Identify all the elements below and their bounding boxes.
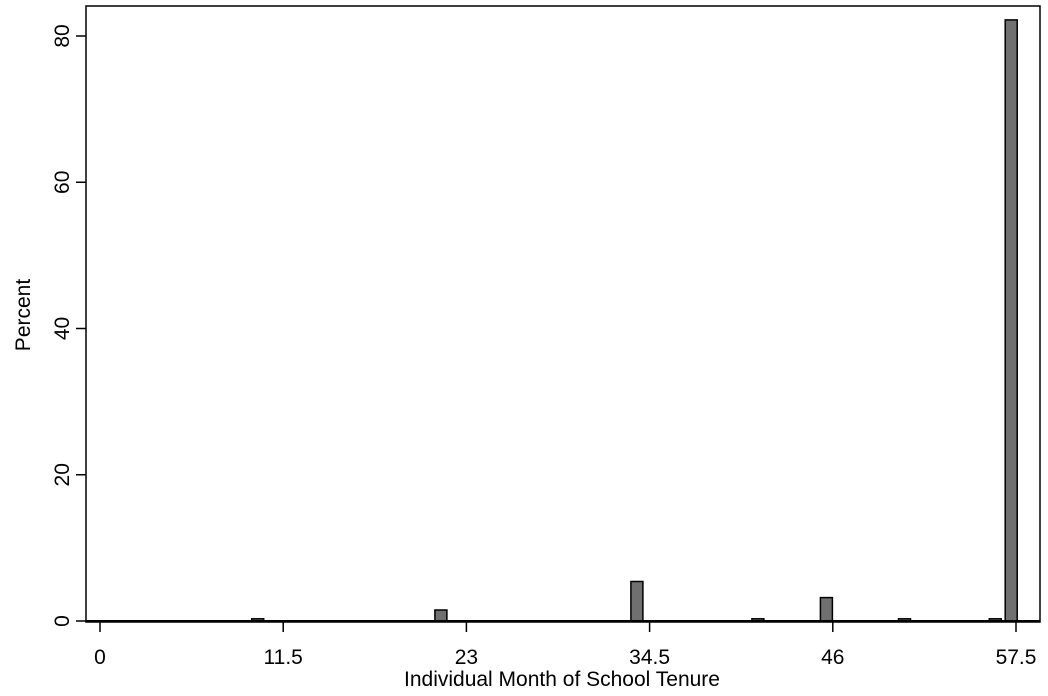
x-tick-label-0: 0 (94, 646, 106, 669)
y-tick-label-1: 20 (51, 463, 74, 486)
x-tick-label-1: 11.5 (264, 646, 303, 669)
y-tick-label-3: 60 (51, 171, 74, 194)
x-tick-label-2: 23 (455, 646, 478, 669)
histogram-bar-7 (1004, 19, 1018, 622)
y-axis-title: Percent (12, 279, 35, 352)
x-axis-title: Individual Month of School Tenure (404, 668, 720, 691)
y-tick-label-0: 0 (51, 615, 74, 627)
histogram-bar-2 (630, 580, 644, 622)
plot-frame (85, 5, 1041, 623)
x-tick-label-4: 46 (821, 646, 844, 669)
histogram-bar-4 (819, 596, 834, 622)
y-tick-label-4: 80 (51, 24, 74, 47)
x-tick-label-3: 34.5 (629, 646, 670, 669)
y-tick-label-2: 40 (51, 317, 74, 340)
histogram-bar-1 (434, 609, 448, 622)
x-tick-label-5: 57.5 (996, 646, 1037, 669)
axes-layer: 0 11.5 23 34.5 46 57.5 0 20 40 60 80 (51, 5, 1041, 669)
